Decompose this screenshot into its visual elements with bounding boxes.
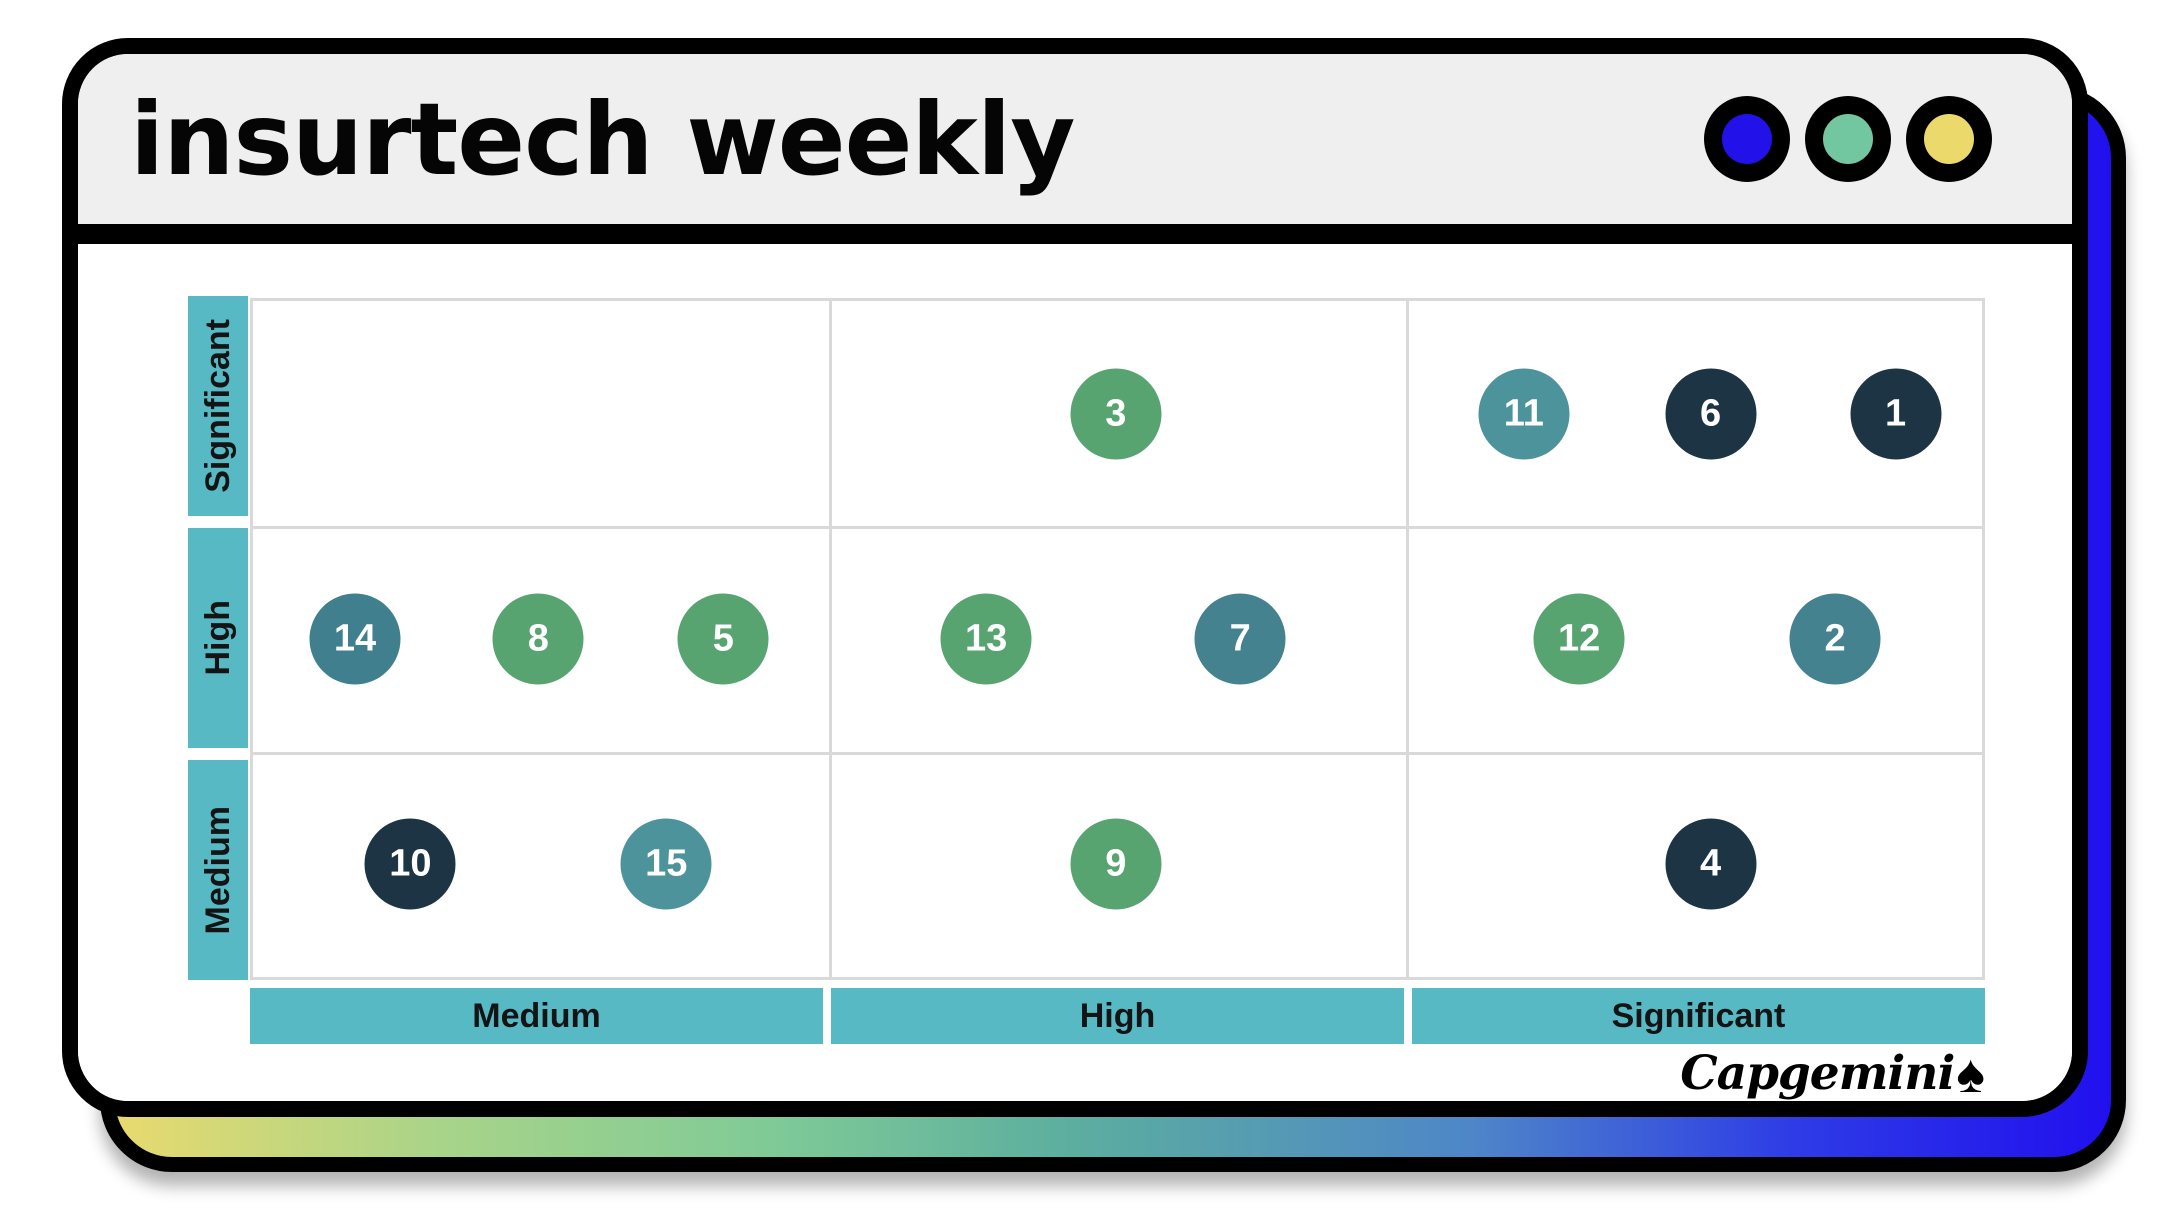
yellow-dot-icon — [1924, 114, 1974, 164]
y-axis-header-significant: Significant — [188, 296, 248, 516]
matrix-bubble-7: 7 — [1194, 593, 1286, 685]
capgemini-logo: Capgemini ♠ — [1680, 1046, 1985, 1101]
grid-line-horizontal — [253, 751, 1982, 755]
x-axis-label: Significant — [1611, 996, 1786, 1035]
y-axis-header-high: High — [188, 528, 248, 748]
y-axis-header-medium: Medium — [188, 760, 248, 980]
green-dot-icon — [1823, 114, 1873, 164]
matrix-bubble-4: 4 — [1665, 818, 1757, 910]
matrix-bubble-15: 15 — [620, 818, 712, 910]
matrix-bubble-14: 14 — [309, 593, 401, 685]
window-control-yellow[interactable] — [1906, 96, 1992, 182]
window-title: insurtech weekly — [130, 80, 1075, 198]
matrix-bubble-10: 10 — [364, 818, 456, 910]
window-content: Significant High Medium 3 11 6 1 14 8 5 13 7 12 2 1… — [78, 244, 2072, 1101]
x-axis-label: High — [1079, 996, 1156, 1035]
x-axis-header-significant: Significant — [1412, 988, 1985, 1044]
grid-line-horizontal — [253, 526, 1982, 530]
grid-line-vertical — [1405, 301, 1409, 977]
window-control-blue[interactable] — [1704, 96, 1790, 182]
window-controls — [1704, 96, 1992, 182]
grid-line-vertical — [829, 301, 833, 977]
app-window: insurtech weekly Significant High Medium — [62, 38, 2088, 1117]
x-axis-header-medium: Medium — [250, 988, 823, 1044]
matrix-bubble-12: 12 — [1533, 593, 1625, 685]
y-axis-label: Medium — [198, 805, 237, 935]
matrix-bubble-5: 5 — [677, 593, 769, 685]
matrix-bubble-2: 2 — [1789, 593, 1881, 685]
x-axis-header-high: High — [831, 988, 1404, 1044]
x-axis-label: Medium — [472, 996, 601, 1035]
matrix-bubble-1: 1 — [1850, 368, 1942, 460]
window-titlebar: insurtech weekly — [78, 54, 2072, 244]
matrix-bubble-6: 6 — [1665, 368, 1757, 460]
matrix-bubble-13: 13 — [940, 593, 1032, 685]
matrix-bubble-11: 11 — [1478, 368, 1570, 460]
matrix-bubble-8: 8 — [492, 593, 584, 685]
blue-dot-icon — [1722, 114, 1772, 164]
matrix-bubble-9: 9 — [1070, 818, 1162, 910]
x-axis-headers: Medium High Significant — [250, 988, 1985, 1044]
spade-icon: ♠ — [1956, 1043, 1985, 1104]
capgemini-logo-text: Capgemini — [1680, 1046, 1955, 1101]
plot-area: 3 11 6 1 14 8 5 13 7 12 2 10 15 9 4 — [250, 298, 1985, 980]
y-axis-headers: Significant High Medium — [188, 296, 248, 980]
matrix-bubble-3: 3 — [1070, 368, 1162, 460]
y-axis-label: High — [198, 600, 237, 676]
window-control-green[interactable] — [1805, 96, 1891, 182]
y-axis-label: Significant — [198, 319, 237, 493]
